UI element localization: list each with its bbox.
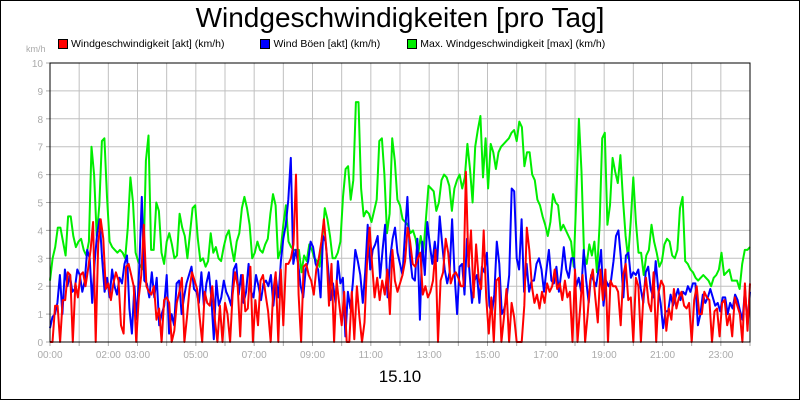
legend-swatch-red — [58, 39, 68, 49]
legend-label: Windgeschwindigkeit [akt] (km/h) — [71, 38, 225, 50]
date-label: 15.10 — [378, 367, 422, 386]
x-tick-label: 15:00 — [475, 350, 500, 361]
legend-swatch-green — [407, 39, 418, 49]
series-line — [49, 156, 751, 341]
series-line — [49, 101, 751, 290]
x-tick-label: 23:00 — [708, 350, 733, 361]
y-tick-label: 8 — [37, 115, 43, 126]
chart-title: Windgeschwindigkeiten [pro Tag] — [195, 2, 605, 33]
x-tick-label: 07:00 — [242, 350, 267, 361]
y-axis-ticks: 0 1 2 3 4 5 6 7 8 9 10 — [32, 59, 50, 349]
y-tick-label: 0 — [37, 338, 43, 349]
y-tick-label: 3 — [37, 254, 43, 265]
x-tick-label: 11:00 — [359, 350, 384, 361]
y-tick-label: 2 — [37, 282, 43, 293]
x-axis-ticks: 00:00 02:00 03:00 05:00 07:00 09:00 11:00 13:00… — [37, 342, 751, 361]
x-tick-label: 19:00 — [592, 350, 617, 361]
y-tick-label: 5 — [37, 199, 43, 210]
plot-area-border — [49, 62, 751, 343]
legend-item-gusts: Wind Böen [akt] (km/h) — [260, 38, 380, 50]
y-tick-label: 1 — [37, 310, 43, 321]
x-tick-label: 17:00 — [533, 350, 558, 361]
legend: Windgeschwindigkeit [akt] (km/h) Wind Bö… — [58, 38, 627, 50]
x-tick-label: 09:00 — [300, 350, 325, 361]
legend-item-wind-speed: Windgeschwindigkeit [akt] (km/h) — [58, 38, 224, 50]
legend-swatch-blue — [260, 39, 271, 49]
y-axis-unit: km/h — [26, 44, 46, 54]
legend-item-max-speed: Max. Windgeschwindigkeit [max] (km/h) — [407, 38, 605, 50]
x-tick-label: 05:00 — [183, 350, 208, 361]
y-tick-label: 10 — [32, 59, 44, 70]
y-tick-label: 9 — [37, 87, 43, 98]
legend-label: Max. Windgeschwindigkeit [max] (km/h) — [420, 38, 606, 50]
x-tick-label: 00:00 — [37, 350, 62, 361]
y-tick-label: 4 — [37, 226, 43, 237]
x-tick-label: 21:00 — [650, 350, 675, 361]
y-tick-label: 7 — [37, 143, 43, 154]
legend-label: Wind Böen [akt] (km/h) — [273, 38, 381, 50]
grid-lines — [49, 62, 751, 343]
x-tick-label: 02:00 — [96, 350, 121, 361]
x-tick-label: 03:00 — [125, 350, 150, 361]
x-tick-label: 13:00 — [417, 350, 442, 361]
y-tick-label: 6 — [37, 171, 43, 182]
